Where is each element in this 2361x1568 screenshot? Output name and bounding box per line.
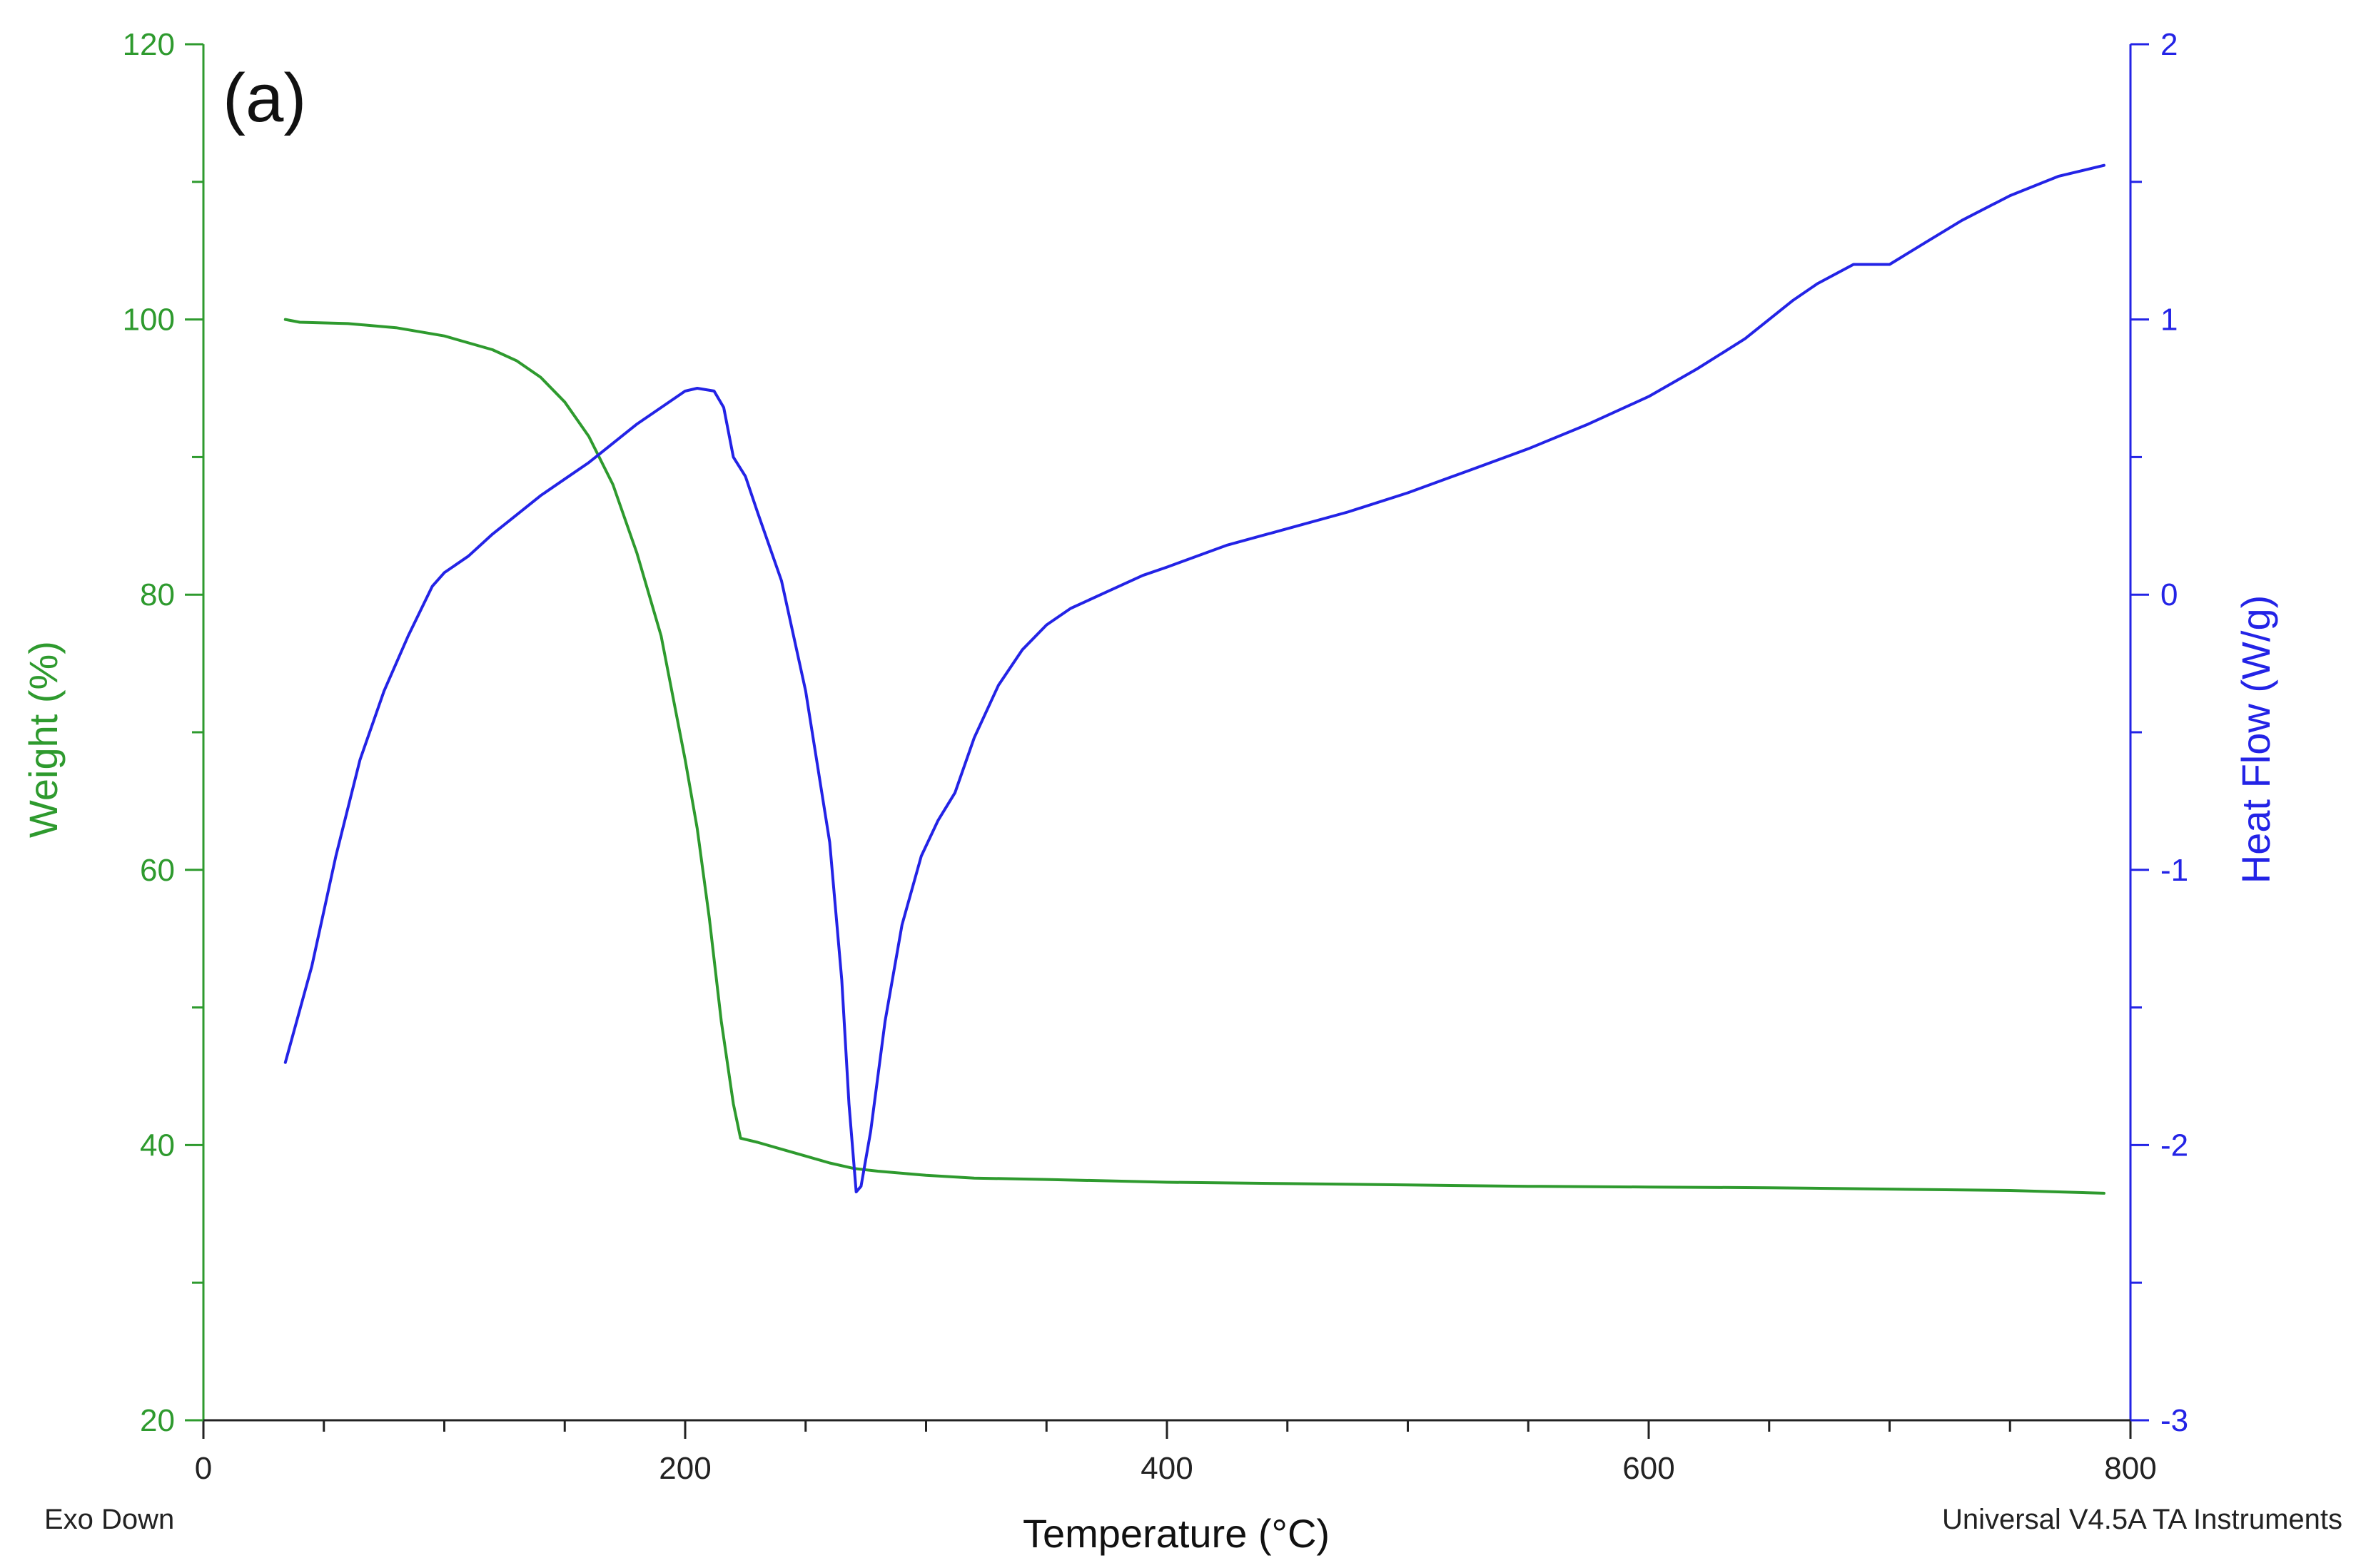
axes-group [202,44,2132,1422]
panel-label: (a) [223,60,306,136]
y-left-tick-label: 60 [140,853,175,888]
y-left-axis-title: Weight (%) [21,641,66,838]
y-right-tick-label: 0 [2160,577,2178,612]
ticks-group: 0 200 400 600 800 20 40 60 80 100 120 -3 -2 -1 0 1 2 [123,27,2189,1486]
heat-flow-curve [283,163,2105,1193]
y-left-tick-label: 120 [123,27,175,62]
footnote-exo-down: Exo Down [44,1504,174,1535]
x-tick-label: 800 [2104,1451,2156,1486]
x-tick-label: 400 [1141,1451,1193,1486]
y-left-tick-label: 80 [140,577,175,612]
y-right-tick-label: -2 [2160,1128,2188,1163]
x-axis-title: Temperature (°C) [1023,1511,1330,1556]
x-tick-label: 0 [195,1451,212,1486]
series-group [283,163,2105,1195]
y-right-tick-label: 2 [2160,27,2178,62]
footnote-instrument: Universal V4.5A TA Instruments [1942,1504,2342,1535]
x-tick-label: 200 [659,1451,711,1486]
weight-curve [283,318,2105,1195]
y-left-tick-label: 20 [140,1403,175,1438]
y-right-tick-label: -3 [2160,1403,2188,1438]
y-left-tick-label: 100 [123,303,175,338]
y-left-tick-label: 40 [140,1128,175,1163]
y-right-tick-label: 1 [2160,303,2178,338]
y-right-tick-label: -1 [2160,853,2188,888]
y-right-axis-title: Heat Flow (W/g) [2233,595,2278,884]
x-tick-label: 600 [1622,1451,1674,1486]
